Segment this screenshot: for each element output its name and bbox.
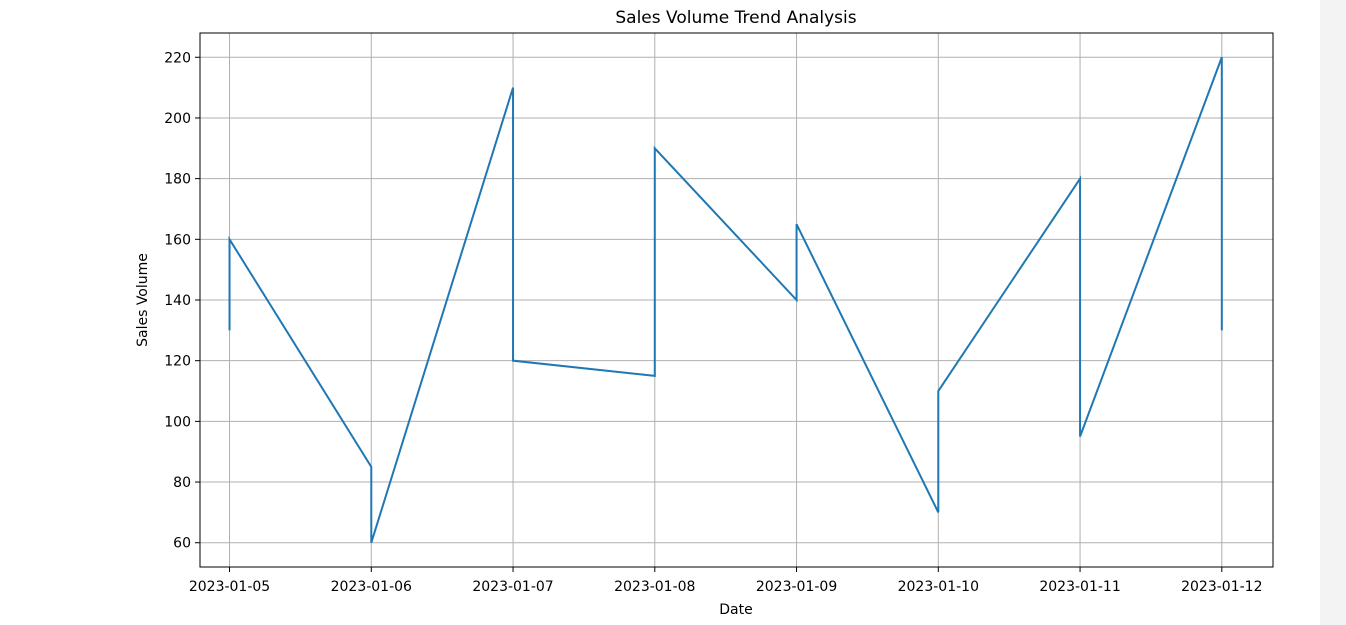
x-tick-label: 2023-01-10 [898,579,979,595]
y-tick-label: 180 [164,172,191,188]
y-tick-label: 220 [164,50,191,66]
x-tick-label: 2023-01-12 [1181,579,1262,595]
y-tick-label: 100 [164,414,191,430]
series-line-sales-volume [228,56,1223,544]
x-tick-label: 2023-01-11 [1039,579,1120,595]
x-tick-label: 2023-01-08 [614,579,695,595]
x-axis-label: Date [719,602,752,618]
axes: 2023-01-05 2023-01-06 2023-01-07 2023-01-08… [164,50,1262,595]
chart-title: Sales Volume Trend Analysis [615,8,856,28]
grid [200,33,1273,567]
y-tick-label: 140 [164,293,191,309]
y-tick-label: 160 [164,232,191,248]
y-tick-label: 200 [164,111,191,127]
y-tick-label: 120 [164,354,191,370]
y-axis-label: Sales Volume [135,253,151,347]
x-tick-label: 2023-01-09 [756,579,837,595]
x-tick-label: 2023-01-05 [189,579,270,595]
y-tick-label: 80 [173,475,191,491]
side-panel [1320,0,1346,625]
y-tick-label: 60 [173,536,191,552]
x-tick-label: 2023-01-06 [331,579,412,595]
x-tick-label: 2023-01-07 [472,579,553,595]
